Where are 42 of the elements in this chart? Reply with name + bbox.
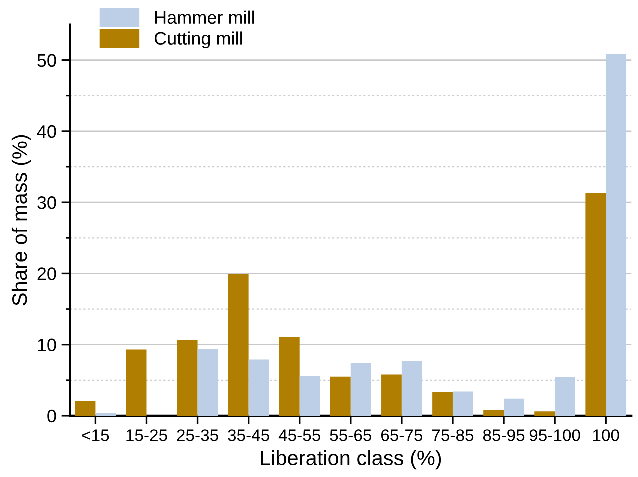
legend-label: Cutting mill [154,32,242,49]
bar [330,376,351,416]
bar [279,337,300,416]
bar [534,412,556,416]
y-tick-label: 20 [38,268,56,280]
x-tick-label: 55-65 [330,430,372,442]
x-tick-label: 15-25 [126,430,168,442]
y-tick-label: 10 [38,338,56,352]
bar [177,340,198,416]
bar [432,392,453,416]
bar [484,410,504,416]
x-tick-label: 85-95 [483,430,525,442]
y-tick-label: 50 [38,54,56,68]
bar [586,193,606,416]
x-tick-label: 100 [593,430,620,442]
bar [452,392,474,416]
y-tick-label: 30 [38,196,56,210]
y-axis-title: Share of mass (%) [12,135,32,306]
bar [126,350,147,416]
bar [382,374,402,416]
bar [198,349,218,416]
bar [606,54,627,416]
bar [248,360,270,416]
x-tick-label: 65-75 [381,430,423,442]
y-tick-label: 40 [37,125,56,138]
bar [300,376,320,416]
x-tick-label: 75-85 [432,430,474,442]
bar [402,361,422,416]
x-tick-label: 45-55 [278,430,320,442]
x-tick-label: 95-100 [530,430,580,442]
bar [228,274,249,416]
bar [504,398,524,416]
y-tick-label: 0 [48,410,56,423]
bar [555,378,576,416]
bar [96,413,116,416]
x-tick-label: 35-45 [228,430,270,442]
bar [75,401,96,416]
x-axis-title: Liberation class (%) [261,450,442,470]
bar [350,363,372,416]
legend-label: Hammer mill [156,10,254,24]
x-tick-label: <15 [82,430,110,442]
x-tick-label: 25-35 [177,430,218,442]
